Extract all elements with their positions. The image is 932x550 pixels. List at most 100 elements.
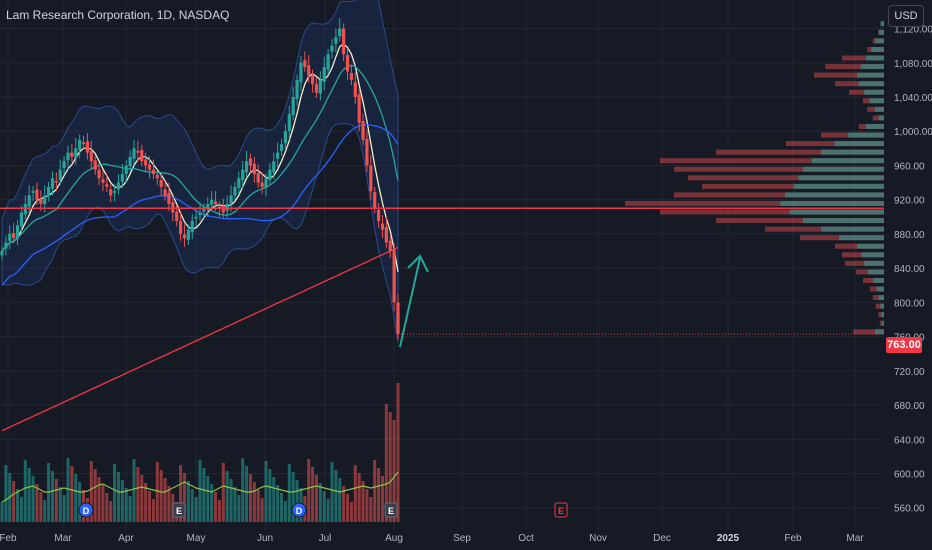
volume-bar bbox=[70, 466, 74, 522]
volume-bar bbox=[39, 492, 43, 522]
volume-bar bbox=[334, 470, 338, 522]
x-axis-tick-label: 2025 bbox=[717, 533, 740, 544]
volume-bar bbox=[182, 473, 186, 522]
volume-bar bbox=[31, 476, 35, 522]
volume-bar bbox=[144, 483, 148, 522]
candle-body bbox=[330, 45, 334, 52]
candle-body bbox=[349, 73, 354, 80]
currency-button[interactable]: USD bbox=[888, 5, 924, 27]
volume-bar bbox=[93, 469, 97, 522]
x-axis-tick-label: Sep bbox=[453, 533, 471, 544]
volume-bar bbox=[229, 479, 233, 522]
dividend-marker-icon[interactable] bbox=[291, 502, 307, 518]
volume-profile-down-bar bbox=[660, 158, 884, 164]
trend-arrow-head[interactable] bbox=[407, 254, 429, 273]
volume-bar bbox=[120, 480, 124, 522]
candle-body bbox=[8, 233, 12, 241]
ma-200-line bbox=[1, 246, 399, 432]
volume-profile-up-bar bbox=[875, 329, 884, 335]
candle-body bbox=[194, 216, 198, 219]
volume-bar bbox=[4, 465, 8, 522]
candle-body bbox=[303, 60, 307, 68]
candle-body bbox=[159, 180, 163, 187]
volume-bar bbox=[101, 485, 105, 522]
volume-bar bbox=[89, 461, 93, 522]
volume-bar bbox=[241, 458, 245, 522]
candle-body bbox=[70, 152, 74, 157]
volume-profile-up-bar bbox=[794, 183, 884, 189]
earnings-marker-icon[interactable] bbox=[554, 502, 568, 518]
volume-bar bbox=[66, 458, 70, 522]
trend-arrow-shaft[interactable] bbox=[399, 257, 421, 348]
volume-bar bbox=[377, 468, 381, 522]
candle-body bbox=[291, 97, 295, 115]
volume-profile-up-bar bbox=[866, 123, 884, 129]
candle-body bbox=[279, 144, 284, 151]
volume-profile-down-bar bbox=[702, 183, 884, 189]
candle-body bbox=[58, 169, 62, 181]
y-axis-tick-label: 1,120.00 bbox=[894, 25, 932, 36]
candle-body bbox=[112, 191, 117, 193]
volume-profile-up-bar bbox=[858, 81, 884, 87]
candle-body bbox=[163, 189, 167, 196]
candle-body bbox=[338, 28, 342, 37]
dividend-marker-icon[interactable] bbox=[78, 502, 94, 518]
candle-body bbox=[256, 173, 260, 183]
volume-profile-up-bar bbox=[876, 286, 884, 292]
candle-body bbox=[78, 139, 82, 151]
volume-bar bbox=[97, 477, 101, 522]
volume-profile-up-bar bbox=[860, 64, 884, 70]
x-axis-tick-label: May bbox=[187, 533, 206, 544]
volume-profile-up-bar bbox=[869, 98, 884, 104]
volume-bar bbox=[314, 475, 318, 522]
candle-body bbox=[74, 148, 78, 158]
candle-body bbox=[392, 250, 396, 303]
candle-body bbox=[326, 54, 330, 70]
volume-bar bbox=[346, 494, 350, 522]
volume-bar bbox=[19, 497, 23, 522]
candle-body bbox=[314, 84, 319, 93]
candle-body bbox=[124, 165, 128, 175]
earnings-marker-icon[interactable] bbox=[172, 502, 186, 518]
earnings-marker-icon[interactable] bbox=[384, 502, 398, 518]
candle-body bbox=[380, 223, 385, 230]
volume-bar bbox=[384, 404, 388, 522]
candle-body bbox=[217, 206, 222, 209]
candle-body bbox=[62, 161, 66, 169]
candle-body bbox=[229, 195, 233, 204]
x-axis-tick-label: Mar bbox=[846, 533, 864, 544]
chart-title: Lam Research Corporation, 1D, NASDAQ bbox=[6, 8, 230, 22]
y-axis-tick-label: 640.00 bbox=[894, 435, 925, 446]
candle-body bbox=[171, 202, 175, 213]
candle-body bbox=[252, 163, 256, 175]
candle-body bbox=[12, 233, 16, 239]
x-axis-tick-label: Jun bbox=[257, 533, 273, 544]
volume-profile-up-bar bbox=[798, 175, 884, 181]
volume-bar bbox=[291, 472, 295, 522]
volume-bar bbox=[330, 462, 334, 522]
candle-body bbox=[89, 150, 93, 162]
volume-bar bbox=[221, 463, 225, 522]
volume-bar bbox=[260, 498, 264, 522]
volume-profile-up-bar bbox=[873, 277, 884, 283]
volume-bar bbox=[326, 499, 330, 522]
candle-body bbox=[105, 184, 109, 187]
volume-bar bbox=[113, 464, 117, 522]
x-axis-tick-label: Jul bbox=[319, 533, 332, 544]
current-price-label: 763.00 bbox=[886, 337, 922, 353]
candle-body bbox=[198, 212, 202, 216]
candle-body bbox=[322, 67, 326, 82]
y-axis-tick-label: 720.00 bbox=[894, 367, 925, 378]
candle-body bbox=[186, 229, 190, 240]
volume-bar bbox=[179, 465, 183, 522]
volume-profile-down-bar bbox=[625, 200, 884, 206]
candle-body bbox=[46, 186, 51, 197]
volume-bar bbox=[159, 470, 163, 522]
volume-bar bbox=[272, 477, 276, 522]
candle-body bbox=[260, 182, 264, 187]
volume-profile-down-bar bbox=[878, 312, 884, 318]
volume-bar bbox=[280, 493, 284, 522]
candle-body bbox=[272, 161, 276, 173]
candle-body bbox=[248, 158, 253, 166]
